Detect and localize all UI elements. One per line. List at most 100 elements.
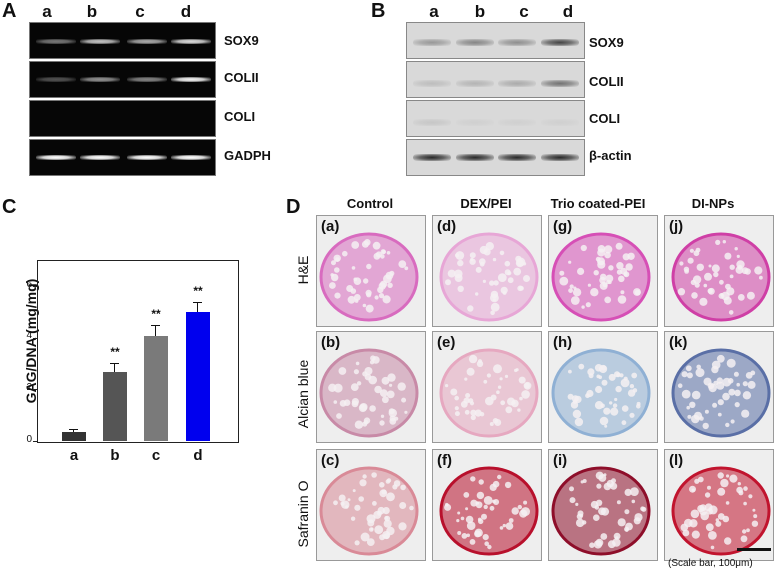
wb-row-sox9 [406,22,585,59]
gel-lane-label: d [180,2,192,21]
chart-error-bar [197,301,198,313]
gel-band [127,77,167,82]
histology-tile: (f) [432,449,542,561]
histology-tile: (a) [316,215,426,327]
panel-label-a: A [2,0,17,22]
scale-bar-label: (Scale bar, 100μm) [668,558,753,569]
gel-row-sox9 [29,22,216,59]
chart-y-tick: 2 [26,382,32,393]
chart-x-label: c [151,447,161,464]
chart-error-cap [193,301,202,303]
tissue-section-image [439,466,539,556]
histology-tile: (l) [664,449,774,561]
chart-error-bar [155,324,156,337]
wb-band [456,119,494,126]
chart-bar [144,336,168,441]
wb-band [541,80,579,87]
histology-tile-label: (a) [321,218,340,235]
tissue-section-image [439,348,539,438]
tissue-section-image [551,232,651,322]
chart-y-tick: 0 [26,434,32,445]
chart-x-label: d [193,447,203,464]
gel-band [171,77,211,82]
gel-band [80,77,120,82]
chart-error-cap [110,363,119,365]
tissue-section-image [319,348,419,438]
gel-row-gadph [29,139,216,176]
chart-y-tick: 6 [26,279,32,290]
wb-label-actin: β-actin [589,148,632,163]
gel-band [127,155,167,160]
histology-tile: (k) [664,331,774,443]
histology-row-header: Safranin O [295,480,311,548]
panel-label-b: B [371,0,386,22]
gel-row-coli [29,100,216,137]
chart-bar [62,432,86,441]
histology-tile-label: (h) [553,334,573,351]
wb-band [498,39,536,46]
histology-column-header: Control [346,196,394,211]
wb-lane-label: c [519,2,529,21]
histology-tile-label: (b) [321,334,341,351]
histology-tile: (b) [316,331,426,443]
gel-label-colii: COLII [224,70,259,85]
wb-band [498,154,536,161]
tissue-section-image [551,348,651,438]
wb-lane-label: b [474,2,486,21]
chart-significance: ** [193,283,203,298]
gel-band [127,39,167,44]
tissue-section-image [319,466,419,556]
wb-row-coli [406,100,585,137]
histology-tile-label: (d) [437,218,457,235]
tissue-section-image [439,232,539,322]
gel-band [36,155,76,160]
histology-tile-label: (l) [669,452,684,469]
gel-label-sox9: SOX9 [224,33,259,48]
gel-lane-label: b [86,2,98,21]
gel-band [36,77,76,82]
chart-y-tick-mark [33,338,38,339]
tissue-section-image [551,466,651,556]
gel-band [171,155,211,160]
histology-column-header: Trio coated-PEI [550,196,646,211]
gel-lane-label: c [135,2,145,21]
wb-band [541,39,579,46]
histology-tile: (j) [664,215,774,327]
histology-tile: (h) [548,331,658,443]
wb-band [498,80,536,87]
wb-band [456,39,494,46]
gel-lane-label: a [42,2,52,21]
wb-band [541,119,579,126]
wb-row-actin [406,139,585,176]
chart-plot-area [37,260,239,443]
chart-bar [186,312,210,441]
histology-tile: (c) [316,449,426,561]
chart-y-tick-mark [33,441,38,442]
chart-error-bar [114,363,115,373]
histology-row-header: H&E [295,255,311,285]
chart-y-tick-mark [33,286,38,287]
tissue-section-image [671,232,771,322]
wb-band [413,119,451,126]
chart-y-tick: 4 [26,330,32,341]
gel-label-coli: COLI [224,109,256,124]
histology-row-header: Alcian blue [295,359,311,429]
histology-tile-label: (c) [321,452,340,469]
histology-tile-label: (k) [669,334,688,351]
histology-column-header: DEX/PEI [460,196,512,211]
chart-error-cap [151,324,160,326]
wb-label-coli: COLI [589,111,621,126]
panel-label-d: D [286,196,301,218]
histology-tile-label: (g) [553,218,573,235]
wb-label-colii: COLII [589,74,624,89]
chart-error-bar [73,429,74,433]
chart-significance: ** [110,345,120,360]
chart-x-label: b [110,447,120,464]
wb-band [498,119,536,126]
histology-tile: (d) [432,215,542,327]
wb-band [456,80,494,87]
tissue-section-image [319,232,419,322]
chart-significance: ** [151,306,161,321]
wb-label-sox9: SOX9 [589,35,624,50]
histology-tile-label: (f) [437,452,452,469]
